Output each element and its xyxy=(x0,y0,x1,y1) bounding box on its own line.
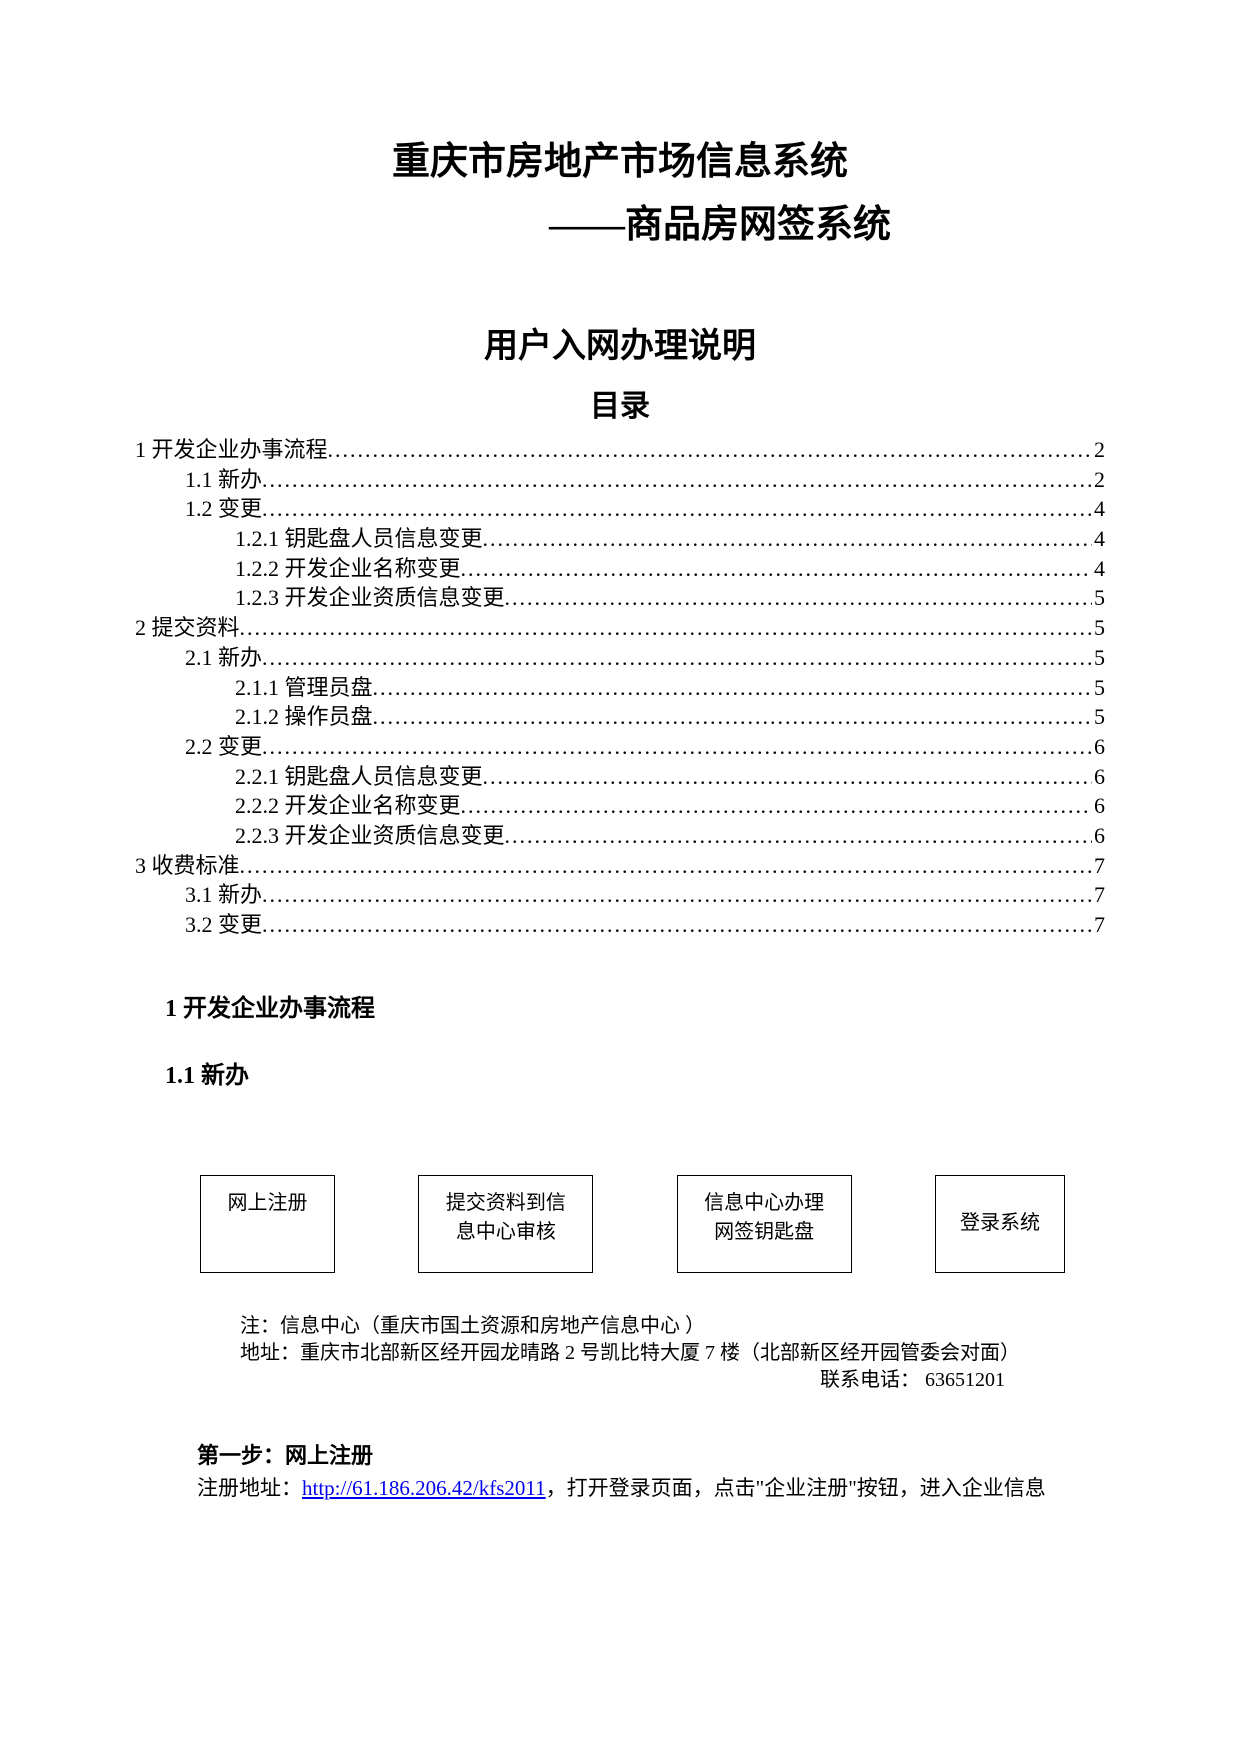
document-title-sub: ——商品房网签系统 xyxy=(135,193,1105,248)
note-line-2: 地址：重庆市北部新区经开园龙晴路 2 号凯比特大厦 7 楼（北部新区经开园管委会… xyxy=(240,1340,1105,1367)
flow-step-2: 提交资料到信 息中心审核 xyxy=(418,1175,593,1273)
toc-label: 1.2.3 开发企业资质信息变更 xyxy=(235,583,505,613)
toc-leader-dots xyxy=(240,851,1092,881)
register-prefix: 注册地址： xyxy=(197,1476,302,1500)
toc-page-number: 5 xyxy=(1092,702,1105,732)
toc-label: 3.2 变更 xyxy=(185,910,262,940)
toc-row: 3.1 新办 7 xyxy=(135,880,1105,910)
toc-row: 1.2 变更 4 xyxy=(135,494,1105,524)
toc-row: 2.1.2 操作员盘 5 xyxy=(135,702,1105,732)
toc-page-number: 4 xyxy=(1092,554,1105,584)
toc-leader-dots xyxy=(240,613,1092,643)
heading-section-1: 1 开发企业办事流程 xyxy=(165,988,1105,1023)
toc-leader-dots xyxy=(483,762,1092,792)
toc-leader-dots xyxy=(328,435,1092,465)
toc-label: 2.2 变更 xyxy=(185,732,262,762)
document-section-title: 用户入网办理说明 xyxy=(135,318,1105,367)
toc-page-number: 2 xyxy=(1092,435,1105,465)
toc-row: 3.2 变更 7 xyxy=(135,910,1105,940)
toc-label: 2.2.2 开发企业名称变更 xyxy=(235,791,461,821)
toc-row: 1 开发企业办事流程 2 xyxy=(135,435,1105,465)
register-url-link[interactable]: http://61.186.206.42/kfs2011 xyxy=(302,1476,546,1500)
toc-row: 1.1 新办 2 xyxy=(135,465,1105,495)
toc-row: 1.2.1 钥匙盘人员信息变更 4 xyxy=(135,524,1105,554)
flow-step-3-line1: 信息中心办理 xyxy=(678,1186,851,1215)
toc-label: 3 收费标准 xyxy=(135,851,240,881)
heading-section-1-1: 1.1 新办 xyxy=(165,1055,1105,1090)
note-block: 注：信息中心（重庆市国土资源和房地产信息中心 ） 地址：重庆市北部新区经开园龙晴… xyxy=(240,1313,1105,1394)
toc-page-number: 6 xyxy=(1092,732,1105,762)
flow-step-2-line2: 息中心审核 xyxy=(419,1215,592,1244)
toc-page-number: 5 xyxy=(1092,613,1105,643)
toc-leader-dots xyxy=(483,524,1092,554)
toc-page-number: 6 xyxy=(1092,821,1105,851)
toc-page-number: 7 xyxy=(1092,910,1105,940)
toc-label: 2.1.1 管理员盘 xyxy=(235,673,373,703)
toc-leader-dots xyxy=(262,465,1092,495)
toc-row: 1.2.3 开发企业资质信息变更 5 xyxy=(135,583,1105,613)
flow-step-3: 信息中心办理 网签钥匙盘 xyxy=(677,1175,852,1273)
toc-leader-dots xyxy=(461,791,1092,821)
toc-page-number: 2 xyxy=(1092,465,1105,495)
toc-label: 1.2 变更 xyxy=(185,494,262,524)
toc-label: 1.2.1 钥匙盘人员信息变更 xyxy=(235,524,483,554)
toc-leader-dots xyxy=(262,494,1092,524)
toc-leader-dots xyxy=(505,583,1092,613)
flow-step-1-label: 网上注册 xyxy=(201,1186,334,1215)
toc-row: 2.1.1 管理员盘 5 xyxy=(135,673,1105,703)
toc-row: 2.1 新办 5 xyxy=(135,643,1105,673)
toc-label: 2.1 新办 xyxy=(185,643,262,673)
flow-step-4: 登录系统 xyxy=(935,1175,1065,1273)
toc-row: 2.2 变更 6 xyxy=(135,732,1105,762)
toc-row: 2.2.2 开发企业名称变更 6 xyxy=(135,791,1105,821)
toc-page-number: 5 xyxy=(1092,643,1105,673)
toc-page-number: 5 xyxy=(1092,673,1105,703)
flow-step-1: 网上注册 xyxy=(200,1175,335,1273)
toc-label: 2.2.1 钥匙盘人员信息变更 xyxy=(235,762,483,792)
toc-title: 目录 xyxy=(135,381,1105,425)
toc-leader-dots xyxy=(373,673,1092,703)
toc-page-number: 5 xyxy=(1092,583,1105,613)
toc-row: 2.2.3 开发企业资质信息变更 6 xyxy=(135,821,1105,851)
toc-leader-dots xyxy=(373,702,1092,732)
toc-page-number: 4 xyxy=(1092,524,1105,554)
step-1-heading: 第一步：网上注册 xyxy=(197,1438,1105,1470)
toc-label: 1.2.2 开发企业名称变更 xyxy=(235,554,461,584)
toc-label: 3.1 新办 xyxy=(185,880,262,910)
document-title-main: 重庆市房地产市场信息系统 xyxy=(135,130,1105,185)
toc-page-number: 6 xyxy=(1092,762,1105,792)
toc-page-number: 7 xyxy=(1092,851,1105,881)
note-phone: 联系电话： 63651201 xyxy=(240,1367,1105,1394)
toc-leader-dots xyxy=(461,554,1092,584)
toc-page-number: 7 xyxy=(1092,880,1105,910)
toc-label: 2 提交资料 xyxy=(135,613,240,643)
note-line-1: 注：信息中心（重庆市国土资源和房地产信息中心 ） xyxy=(240,1313,1105,1340)
toc-row: 2 提交资料 5 xyxy=(135,613,1105,643)
flow-step-2-line1: 提交资料到信 xyxy=(419,1186,592,1215)
register-suffix: ，打开登录页面，点击"企业注册"按钮，进入企业信息 xyxy=(546,1476,1046,1500)
flowchart: 网上注册 提交资料到信 息中心审核 信息中心办理 网签钥匙盘 登录系统 xyxy=(200,1175,1065,1273)
toc-leader-dots xyxy=(262,910,1092,940)
toc-row: 1.2.2 开发企业名称变更 4 xyxy=(135,554,1105,584)
toc-label: 1 开发企业办事流程 xyxy=(135,435,328,465)
toc-row: 2.2.1 钥匙盘人员信息变更 6 xyxy=(135,762,1105,792)
toc-leader-dots xyxy=(505,821,1092,851)
toc-label: 2.2.3 开发企业资质信息变更 xyxy=(235,821,505,851)
body-paragraph: 注册地址：http://61.186.206.42/kfs2011，打开登录页面… xyxy=(197,1474,1105,1503)
flow-step-4-label: 登录系统 xyxy=(936,1206,1064,1235)
toc-leader-dots xyxy=(262,880,1092,910)
toc-row: 3 收费标准 7 xyxy=(135,851,1105,881)
toc-page-number: 4 xyxy=(1092,494,1105,524)
toc-label: 2.1.2 操作员盘 xyxy=(235,702,373,732)
toc-page-number: 6 xyxy=(1092,791,1105,821)
toc-label: 1.1 新办 xyxy=(185,465,262,495)
toc-leader-dots xyxy=(262,732,1092,762)
table-of-contents: 1 开发企业办事流程21.1 新办21.2 变更41.2.1 钥匙盘人员信息变更… xyxy=(135,435,1105,940)
flow-step-3-line2: 网签钥匙盘 xyxy=(678,1215,851,1244)
toc-leader-dots xyxy=(262,643,1092,673)
